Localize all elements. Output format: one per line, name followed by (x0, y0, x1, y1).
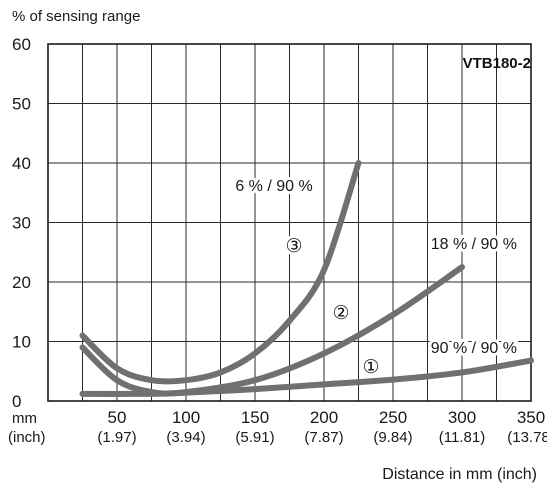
x-tick-label: 350 (517, 408, 545, 427)
x-tick-label: 100 (172, 408, 200, 427)
series-label: 6 % / 90 % (235, 178, 312, 195)
chart-frame (47, 43, 532, 402)
curve-18-90 (79, 264, 465, 397)
x-tick-sublabel: (13.78) (507, 429, 547, 446)
chart-curves (79, 160, 534, 397)
y-tick-label: 50 (12, 95, 31, 114)
series-marker: ② (332, 303, 349, 324)
plot-border (47, 43, 532, 402)
y-tick-label: 40 (12, 154, 31, 173)
curve-annotations: 90 % / 90 % ① 18 % / 90 % ② 6 % / 90 % ③ (232, 175, 520, 381)
series-marker: ③ (285, 236, 302, 257)
y-axis-label: % of sensing range (12, 8, 140, 25)
x-tick-sublabel: (3.94) (166, 429, 205, 446)
x-tick-sublabel: (1.97) (97, 429, 136, 446)
curve-6-90 (79, 160, 362, 385)
x-tick-sublabel: (11.81) (439, 429, 485, 446)
x-tick-label: 300 (448, 408, 476, 427)
y-axis-ticks: 0 10 20 30 40 50 60 (12, 35, 31, 411)
x-tick-label: 250 (379, 408, 407, 427)
x-tick-label: 200 (310, 408, 338, 427)
y-tick-label: 60 (12, 35, 31, 54)
y-tick-label: 30 (12, 214, 31, 233)
x-tick-label: 50 (108, 408, 127, 427)
y-tick-label: 10 (12, 333, 31, 352)
x-tick-label: 150 (241, 408, 269, 427)
x-tick-sublabel: (9.84) (373, 429, 412, 446)
series-marker: ① (362, 357, 379, 378)
x-tick-sublabel: (7.87) (304, 429, 343, 446)
x-axis-label: Distance in mm (inch) (382, 466, 537, 483)
x-tick-sublabel: (5.91) (235, 429, 274, 446)
model-title: VTB180-2 (463, 55, 531, 72)
y-tick-label: 20 (12, 273, 31, 292)
x-axis-ticks: 50 (1.97) 100 (3.94) 150 (5.91) 200 (7.87) 250 (9… (97, 408, 547, 446)
chart-grid (48, 44, 531, 401)
series-label: 18 % / 90 % (431, 236, 517, 253)
y-tick-label: 0 (12, 392, 21, 411)
series-label: 90 % / 90 % (431, 340, 517, 357)
x-unit-primary: mm (12, 410, 37, 427)
x-unit-secondary: (inch) (8, 429, 46, 446)
